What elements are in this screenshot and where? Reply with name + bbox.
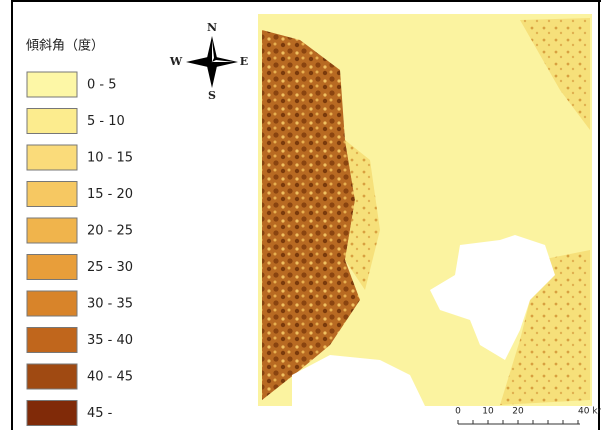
compass-n: N [207,21,217,34]
legend-swatch [27,72,77,97]
legend-label: 45 - [87,406,113,421]
legend-label: 0 - 5 [87,78,117,93]
map-figure: N S W E 傾斜角（度） 0 - 5 5 - 10 10 - 15 15 - 20… [0,0,601,430]
legend-swatch [27,218,77,243]
legend-swatch [27,291,77,316]
legend-label: 25 - 30 [87,260,133,275]
scale-label: 10 [482,407,494,417]
legend-swatch [27,182,77,207]
legend-label: 30 - 35 [87,297,133,312]
compass-e: E [240,55,248,68]
legend-swatch [27,255,77,280]
legend-swatch [27,364,77,389]
compass: N S W E [169,21,248,102]
compass-w: W [169,55,183,68]
legend-swatch [27,109,77,134]
scale-label: 40 km [578,407,601,417]
scale-label: 0 [455,407,461,417]
legend-label: 15 - 20 [87,187,133,202]
scale-label: 20 [512,407,524,417]
legend-label: 5 - 10 [87,114,125,129]
slope-map [258,14,592,406]
scale-bar: 0 10 20 40 km [455,407,601,425]
legend-swatch [27,401,77,426]
legend-label: 35 - 40 [87,333,133,348]
legend-label: 40 - 45 [87,370,133,385]
legend-label: 20 - 25 [87,224,133,239]
legend: 0 - 5 5 - 10 10 - 15 15 - 20 20 - 25 25 - 30 3… [27,72,133,426]
legend-swatch [27,328,77,353]
legend-title: 傾斜角（度） [26,38,104,54]
compass-s: S [208,89,216,102]
legend-label: 10 - 15 [87,151,133,166]
legend-swatch [27,145,77,170]
